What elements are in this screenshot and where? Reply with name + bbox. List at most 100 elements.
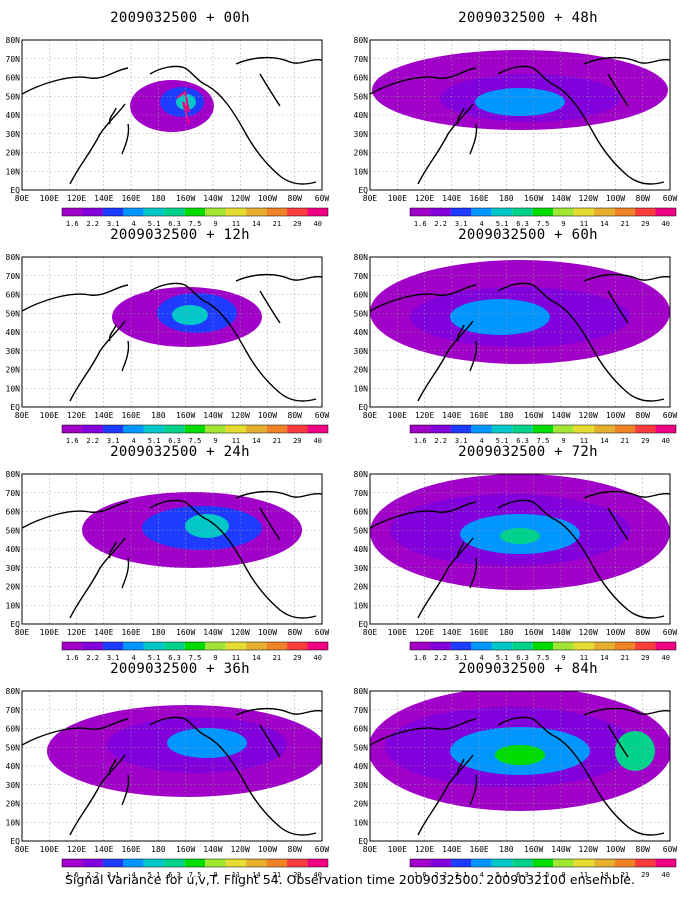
colorbar-swatch — [246, 859, 267, 867]
colorbar-level-label: 3.1 — [455, 654, 468, 662]
lon-tick-label: 80W — [288, 628, 303, 637]
lon-tick-label: 120E — [415, 628, 434, 637]
colorbar-swatch — [62, 859, 83, 867]
lon-tick-label: 140E — [94, 194, 113, 203]
lon-tick-label: 80E — [363, 628, 378, 637]
coastline — [583, 707, 670, 716]
lat-tick-label: 50N — [6, 743, 21, 752]
colorbar-level-label: 9 — [213, 871, 217, 879]
coastline — [259, 290, 281, 324]
lat-tick-label: 60N — [6, 725, 21, 734]
colorbar-swatch — [287, 425, 308, 433]
colorbar-swatch — [143, 642, 165, 650]
colorbar-swatch — [512, 859, 533, 867]
coastline — [417, 754, 474, 836]
map-panel-72h: 2009032500 + 72h 80E 100E 120E 140E 160E 180 1… — [354, 444, 698, 662]
colorbar-level-label: 40 — [314, 220, 322, 228]
coastline — [235, 707, 322, 716]
colorbar-level-label: 14 — [600, 654, 608, 662]
colorbar-level-label: 3.1 — [107, 220, 120, 228]
colorbar-swatch — [225, 425, 247, 433]
colorbar-swatch — [471, 208, 492, 216]
colorbar-swatch — [143, 425, 165, 433]
colorbar-swatch — [225, 642, 247, 650]
colorbar-swatch — [594, 425, 615, 433]
coastline — [370, 501, 477, 529]
variance-contour — [450, 299, 550, 335]
colorbar-level-label: 40 — [314, 654, 322, 662]
panel-title: 2009032500 + 60h — [458, 227, 598, 243]
lon-tick-label: 140E — [94, 845, 113, 854]
lat-tick-label: 70N — [6, 706, 21, 715]
lon-tick-label: 60W — [663, 628, 678, 637]
colorbar-level-label: 29 — [293, 437, 301, 445]
lat-tick-label: 40N — [354, 111, 369, 120]
lat-tick-label: 10N — [354, 384, 369, 393]
coastline — [469, 557, 478, 589]
colorbar-level-label: 3.1 — [107, 654, 120, 662]
coastline — [22, 284, 129, 312]
coastline — [417, 103, 474, 185]
colorbar-level-label: 1.6 — [414, 437, 427, 445]
lon-tick-label: 160W — [176, 411, 195, 420]
lon-tick-label: 100W — [258, 411, 277, 420]
colorbar-swatch — [635, 425, 656, 433]
colorbar-swatch — [184, 425, 206, 433]
lon-tick-label: 160E — [121, 845, 140, 854]
lon-tick-label: 140E — [94, 411, 113, 420]
panel-title: 2009032500 + 24h — [110, 444, 250, 460]
colorbar-level-label: 5.1 — [148, 654, 161, 662]
colorbar-level-label: 4 — [132, 871, 136, 879]
lat-tick-label: 30N — [354, 781, 369, 790]
lat-tick-label: 80N — [6, 253, 21, 262]
colorbar-swatch — [594, 208, 615, 216]
lon-tick-label: 140E — [94, 628, 113, 637]
colorbar-level-label: 14 — [252, 654, 260, 662]
variance-contour — [615, 731, 655, 771]
coastline — [149, 716, 209, 738]
lon-tick-label: 100E — [40, 194, 59, 203]
coastline — [149, 282, 209, 304]
lon-tick-label: 100E — [40, 845, 59, 854]
lon-tick-label: 160W — [176, 194, 195, 203]
lon-tick-label: 160W — [176, 845, 195, 854]
colorbar-level-label: 14 — [600, 437, 608, 445]
colorbar-swatch — [287, 208, 308, 216]
map-panel-48h: 2009032500 + 48h 80E 100E 120E 140E 160E 180 1… — [354, 10, 698, 228]
lon-tick-label: 80E — [363, 845, 378, 854]
colorbar-level-label: 2.2 — [434, 654, 447, 662]
colorbar-swatch — [635, 859, 656, 867]
lat-tick-label: 10N — [6, 167, 21, 176]
lat-tick-label: 10N — [6, 818, 21, 827]
lon-tick-label: 140W — [551, 194, 570, 203]
colorbar-level-label: 29 — [641, 871, 649, 879]
lon-tick-label: 180 — [499, 845, 514, 854]
lat-tick-label: 50N — [6, 92, 21, 101]
lat-tick-label: 70N — [354, 55, 369, 64]
colorbar-swatch — [512, 642, 533, 650]
lat-tick-label: 60N — [6, 508, 21, 517]
colorbar-swatch — [553, 642, 574, 650]
colorbar-level-label: 9 — [561, 220, 565, 228]
colorbar-level-label: 40 — [314, 871, 322, 879]
map-plot: 80E 100E 120E 140E 160E 180 160W 140W 120W 100W 80… — [354, 470, 678, 637]
colorbar-level-label: 6.3 — [516, 871, 529, 879]
colorbar-swatch — [614, 425, 636, 433]
lon-tick-label: 100W — [606, 411, 625, 420]
coastline — [456, 541, 465, 559]
colorbar-swatch — [225, 859, 247, 867]
lon-tick-label: 140E — [442, 194, 461, 203]
colorbar-level-label: 3.1 — [107, 871, 120, 879]
coastline — [121, 123, 130, 155]
colorbar-swatch — [553, 859, 574, 867]
coastline — [259, 507, 281, 541]
colorbar-level-label: 1.6 — [66, 871, 79, 879]
lat-tick-label: 80N — [354, 36, 369, 45]
lat-tick-label: 40N — [354, 328, 369, 337]
panel-title: 2009032500 + 12h — [110, 227, 250, 243]
colorbar-level-label: 6.3 — [516, 437, 529, 445]
colorbar-level-label: 2.2 — [434, 871, 447, 879]
colorbar-level-label: 21 — [621, 437, 629, 445]
colorbar-level-label: 1.6 — [414, 871, 427, 879]
lon-tick-label: 160E — [121, 411, 140, 420]
